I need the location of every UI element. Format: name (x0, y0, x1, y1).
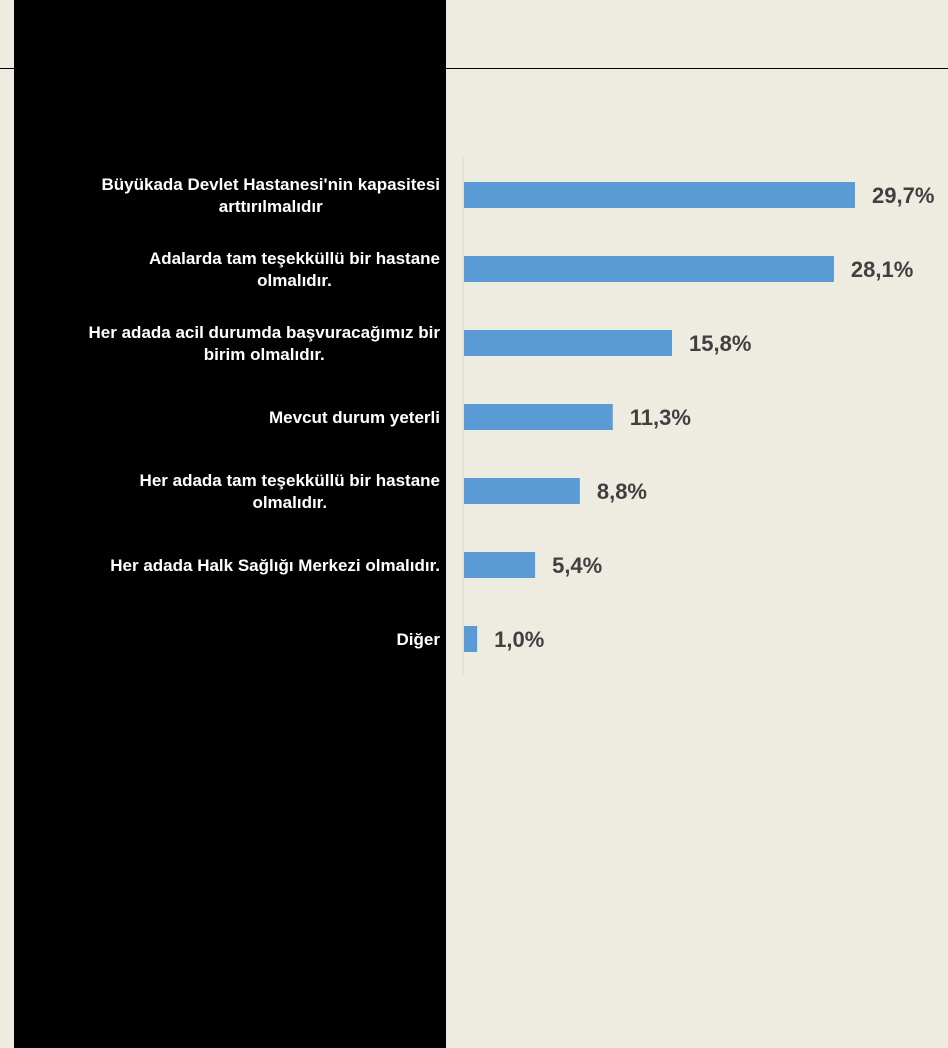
category-label: Mevcut durum yeterli (269, 408, 440, 427)
category-label-line: birim olmalıdır. (204, 345, 325, 364)
category-label-line: Mevcut durum yeterli (269, 408, 440, 427)
bar (464, 552, 536, 578)
bar-group: 29,7% Büyükada Devlet Hastanesi'nin kapas… (89, 175, 934, 652)
category-label: Her adada Halk Sağlığı Merkezi olmalıdır… (110, 556, 440, 575)
category-label-line: olmalıdır. (257, 271, 332, 290)
category-label-line: Diğer (397, 630, 441, 649)
category-label: Diğer (397, 630, 441, 649)
top-divider-line (0, 68, 948, 69)
bar (464, 256, 834, 282)
data-label: 11,3% (630, 405, 691, 430)
bar (464, 330, 673, 356)
category-label: Büyükada Devlet Hastanesi'nin kapasitesi… (101, 175, 440, 216)
category-label-line: Her adada tam teşekküllü bir hastane (140, 471, 440, 490)
category-label-line: Büyükada Devlet Hastanesi'nin kapasitesi (101, 175, 440, 194)
data-label: 8,8% (597, 479, 647, 504)
category-label-line: olmalıdır. (252, 493, 327, 512)
bar (464, 182, 855, 208)
data-label: 1,0% (494, 627, 544, 652)
bar (464, 404, 613, 430)
data-label: 5,4% (552, 553, 602, 578)
category-label-line: Her adada acil durumda başvuracağımız bi… (89, 323, 441, 342)
category-label-line: Adalarda tam teşekküllü bir hastane (149, 249, 440, 268)
category-label: Her adada acil durumda başvuracağımız bi… (89, 323, 441, 364)
category-label: Adalarda tam teşekküllü bir hastane olmal… (149, 249, 440, 290)
bar (464, 478, 580, 504)
category-label-line: Her adada Halk Sağlığı Merkezi olmalıdır… (110, 556, 440, 575)
data-label: 28,1% (851, 257, 913, 282)
left-panel (14, 0, 446, 1048)
category-label: Her adada tam teşekküllü bir hastane olma… (140, 471, 440, 512)
bar (464, 626, 478, 652)
data-label: 15,8% (689, 331, 751, 356)
category-label-line: arttırılmalıdır (219, 197, 323, 216)
data-label: 29,7% (872, 183, 934, 208)
